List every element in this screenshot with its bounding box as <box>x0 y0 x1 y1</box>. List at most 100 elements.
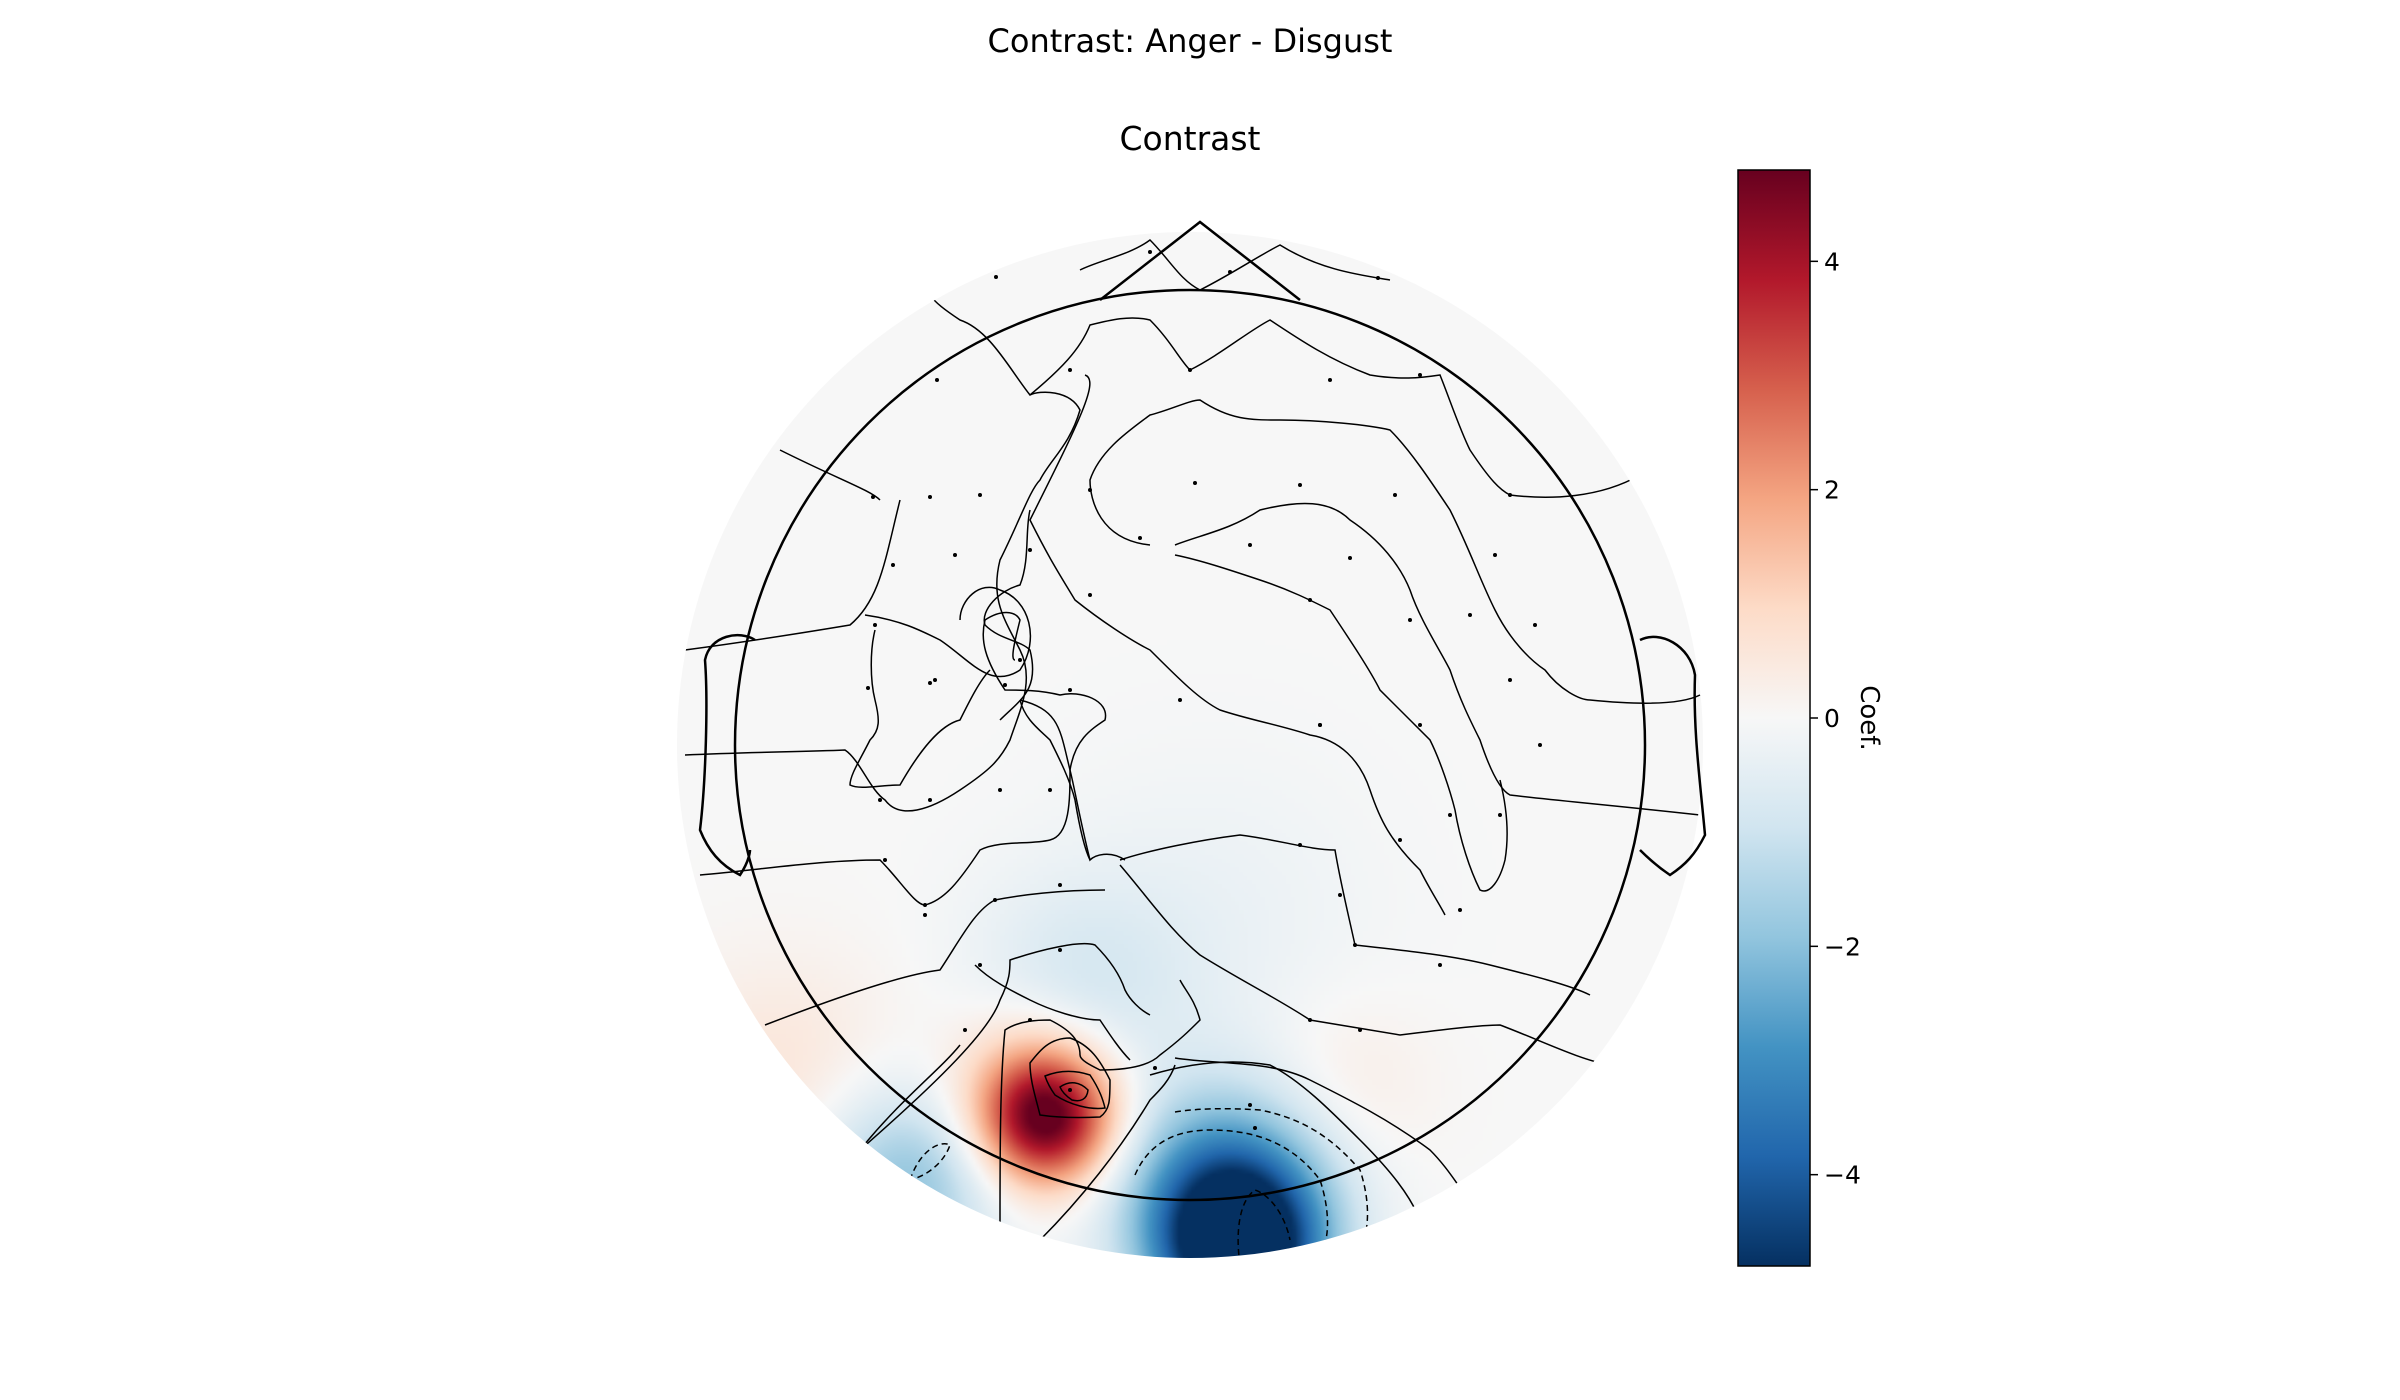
sensor <box>978 493 982 497</box>
isocontour <box>1029 1037 1111 1119</box>
isocontour <box>779 449 881 501</box>
sensor <box>933 678 937 682</box>
sensor <box>1193 481 1197 485</box>
sensor <box>1178 698 1182 702</box>
sensor <box>963 1028 967 1032</box>
isocontour <box>974 964 1131 1061</box>
sensor <box>1508 678 1512 682</box>
sensor <box>1298 483 1302 487</box>
sensor <box>1248 1103 1252 1107</box>
sensor <box>1058 883 1062 887</box>
heatmap-image <box>677 232 1703 1258</box>
isocontour <box>908 1143 951 1182</box>
isocontour <box>1119 834 1591 996</box>
isocontour <box>1019 699 1091 861</box>
sensor <box>1028 548 1032 552</box>
isocontour <box>764 889 1106 1026</box>
sensor <box>1048 788 1052 792</box>
sensor <box>998 788 1002 792</box>
sensor <box>1228 270 1232 274</box>
isocontour <box>1134 1129 1329 1256</box>
head-circle <box>733 288 1647 1202</box>
topomap-image <box>677 232 1703 1258</box>
sensor <box>1328 378 1332 382</box>
sensor <box>1376 276 1380 280</box>
sensor <box>1148 250 1152 254</box>
sensor <box>923 903 927 907</box>
isocontour <box>1174 1057 1471 1201</box>
head-outline <box>698 220 1707 1202</box>
isocontour <box>859 1044 961 1151</box>
sensor <box>1153 1066 1157 1070</box>
sensor <box>873 623 877 627</box>
nose <box>1099 220 1301 301</box>
sensor <box>1393 493 1397 497</box>
sensor <box>928 495 932 499</box>
sensor <box>866 686 870 690</box>
sensor <box>1468 613 1472 617</box>
colorbar-tick-label: 0 <box>1824 704 1840 733</box>
isocontour <box>983 509 1034 721</box>
sensor <box>1348 556 1352 560</box>
figure-suptitle: Contrast: Anger - Disgust <box>988 22 1393 60</box>
sensor <box>1493 553 1497 557</box>
sensor <box>1248 543 1252 547</box>
isocontour <box>849 629 991 788</box>
sensor <box>1318 723 1322 727</box>
sensor <box>1068 368 1072 372</box>
isocontour <box>1237 1189 1291 1258</box>
isocontour <box>864 586 1032 678</box>
isocontour <box>684 269 1081 812</box>
axes-title: Contrast <box>1119 119 1260 158</box>
sensor <box>1003 683 1007 687</box>
colorbar-ticks: 4 2 0 −2 −4 <box>1810 247 1861 1190</box>
sensor <box>1028 1018 1032 1022</box>
colorbar-tick-label: −2 <box>1824 932 1861 961</box>
sensor <box>994 275 998 279</box>
sensor <box>1458 908 1462 912</box>
sensor <box>1418 373 1422 377</box>
sensor <box>1068 688 1072 692</box>
sensor <box>993 898 997 902</box>
sensor <box>935 378 939 382</box>
isocontour <box>1119 864 1611 1066</box>
sensor <box>883 858 887 862</box>
sensor <box>1418 723 1422 727</box>
sensor <box>1448 813 1452 817</box>
isocontour <box>1059 1082 1089 1102</box>
isocontour <box>1039 1064 1176 1241</box>
sensor <box>1188 368 1192 372</box>
sensor <box>1298 843 1302 847</box>
sensor <box>1398 838 1402 842</box>
isocontour <box>1029 374 1446 916</box>
sensor <box>953 553 957 557</box>
sensor <box>978 963 982 967</box>
colorbar-fill <box>1738 170 1810 1266</box>
sensor <box>1498 813 1502 817</box>
sensor <box>1533 623 1537 627</box>
isocontours <box>684 239 1701 1258</box>
sensor <box>1538 743 1542 747</box>
sensor <box>878 798 882 802</box>
sensor <box>1308 598 1312 602</box>
sensor <box>1308 1018 1312 1022</box>
sensor <box>1018 658 1022 662</box>
isocontour <box>1174 502 1701 816</box>
isocontour <box>1174 1107 1369 1251</box>
isocontour <box>1149 1061 1421 1221</box>
sensor <box>928 798 932 802</box>
sensor <box>1088 488 1092 492</box>
sensor <box>1438 963 1442 967</box>
colorbar: 4 2 0 −2 −4 Coef. <box>1737 169 1884 1267</box>
sensor <box>923 913 927 917</box>
sensor <box>871 495 875 499</box>
sensor-markers <box>866 250 1542 1130</box>
sensor <box>1338 893 1342 897</box>
isocontour <box>1019 699 1126 862</box>
isocontour <box>1079 239 1391 291</box>
isocontour <box>1089 399 1701 704</box>
colorbar-tick-label: 4 <box>1824 247 1840 276</box>
colorbar-tick-label: 2 <box>1824 476 1840 505</box>
left-ear <box>698 633 756 877</box>
